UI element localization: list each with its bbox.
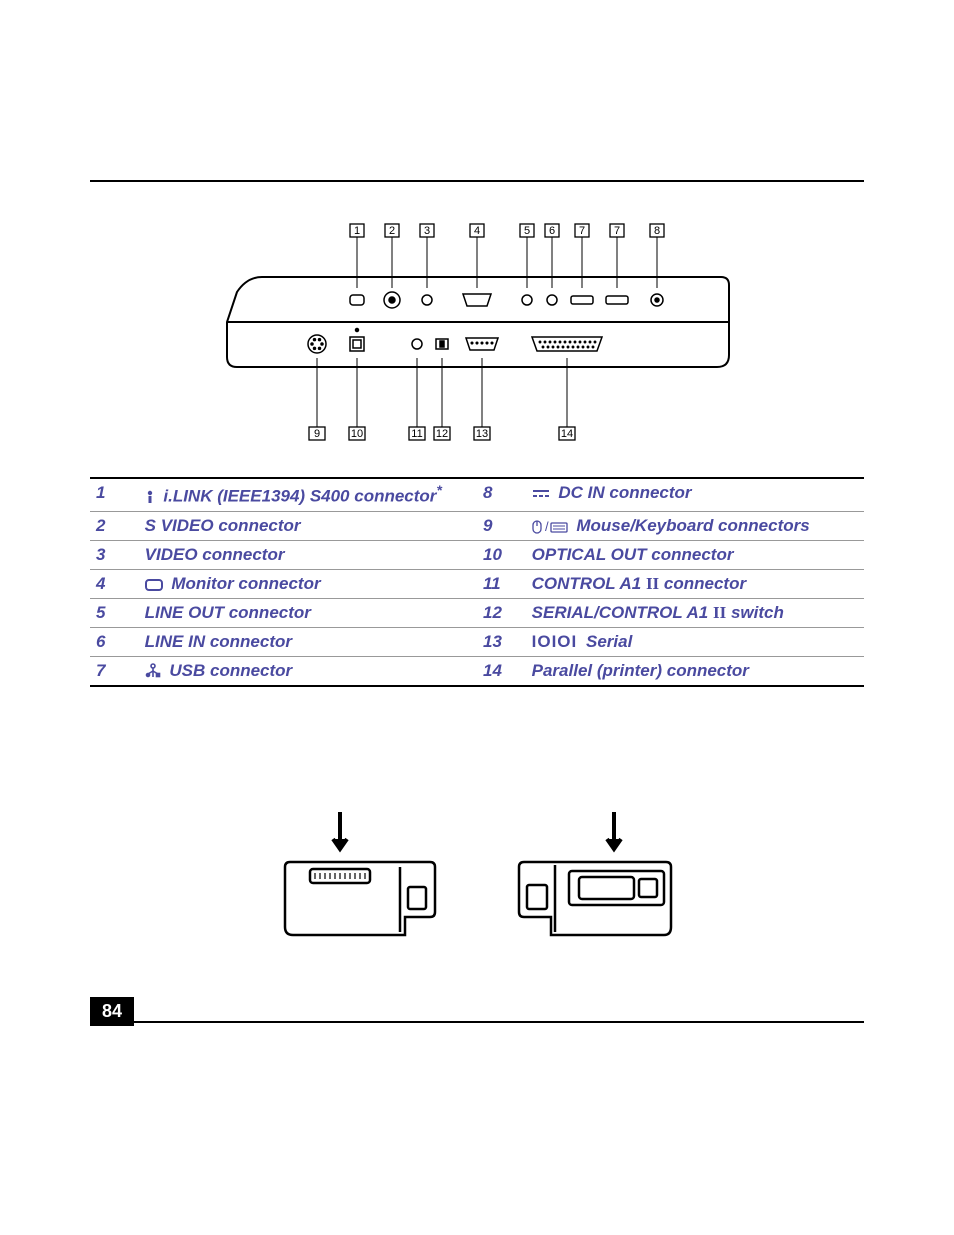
svg-text:12: 12 (436, 428, 448, 440)
top-rule (90, 180, 864, 182)
svg-text:9: 9 (314, 428, 320, 440)
left-side-view (275, 807, 445, 957)
legend-num: 6 (90, 627, 139, 656)
legend-table: 1 i.LINK (IEEE1394) S400 connector*8 DC … (90, 477, 864, 687)
legend-num: 12 (477, 598, 526, 627)
legend-row: 1 i.LINK (IEEE1394) S400 connector*8 DC … (90, 478, 864, 511)
svg-text:7: 7 (579, 225, 585, 237)
legend-num: 1 (90, 478, 139, 511)
legend-label: Parallel (printer) connector (526, 656, 864, 686)
svg-text:6: 6 (549, 225, 555, 237)
legend-label: USB connector (139, 656, 477, 686)
legend-num: 14 (477, 656, 526, 686)
legend-label: VIDEO connector (139, 540, 477, 569)
legend-row: 4 Monitor connector11CONTROL A1 II conne… (90, 569, 864, 598)
legend-label: / Mouse/Keyboard connectors (526, 511, 864, 540)
page-footer: 84 (90, 997, 864, 1031)
legend-label: SERIAL/CONTROL A1 II switch (526, 598, 864, 627)
legend-num: 11 (477, 569, 526, 598)
legend-num: 13 (477, 627, 526, 656)
legend-row: 2S VIDEO connector9/ Mouse/Keyboard conn… (90, 511, 864, 540)
legend-label: DC IN connector (526, 478, 864, 511)
legend-label: Monitor connector (139, 569, 477, 598)
legend-num: 5 (90, 598, 139, 627)
legend-label: CONTROL A1 II connector (526, 569, 864, 598)
page-number-badge: 84 (90, 997, 134, 1026)
svg-text:1: 1 (354, 225, 360, 237)
legend-table-wrap: 1 i.LINK (IEEE1394) S400 connector*8 DC … (90, 477, 864, 687)
legend-num: 4 (90, 569, 139, 598)
legend-label: S VIDEO connector (139, 511, 477, 540)
svg-text:3: 3 (424, 225, 430, 237)
legend-label: IOIOI Serial (526, 627, 864, 656)
svg-text:5: 5 (524, 225, 530, 237)
legend-row: 6LINE IN connector13IOIOI Serial (90, 627, 864, 656)
svg-text:4: 4 (474, 225, 480, 237)
legend-num: 10 (477, 540, 526, 569)
legend-row: 7 USB connector14Parallel (printer) conn… (90, 656, 864, 686)
legend-label: i.LINK (IEEE1394) S400 connector* (139, 478, 477, 511)
legend-label: LINE IN connector (139, 627, 477, 656)
side-views (90, 807, 864, 957)
legend-row: 5LINE OUT connector12SERIAL/CONTROL A1 I… (90, 598, 864, 627)
legend-num: 7 (90, 656, 139, 686)
legend-num: 8 (477, 478, 526, 511)
legend-row: 3VIDEO connector10OPTICAL OUT connector (90, 540, 864, 569)
svg-text:/: / (545, 520, 549, 534)
svg-text:11: 11 (411, 428, 422, 440)
svg-text:8: 8 (654, 225, 660, 237)
right-side-view (509, 807, 679, 957)
svg-text:14: 14 (561, 428, 573, 440)
svg-text:7: 7 (614, 225, 620, 237)
back-panel-diagram: 123456778 91011121314 (90, 222, 864, 447)
svg-text:2: 2 (389, 225, 395, 237)
legend-num: 3 (90, 540, 139, 569)
legend-label: LINE OUT connector (139, 598, 477, 627)
svg-text:10: 10 (351, 428, 363, 440)
legend-label: OPTICAL OUT connector (526, 540, 864, 569)
svg-text:13: 13 (476, 428, 488, 440)
legend-num: 2 (90, 511, 139, 540)
legend-num: 9 (477, 511, 526, 540)
